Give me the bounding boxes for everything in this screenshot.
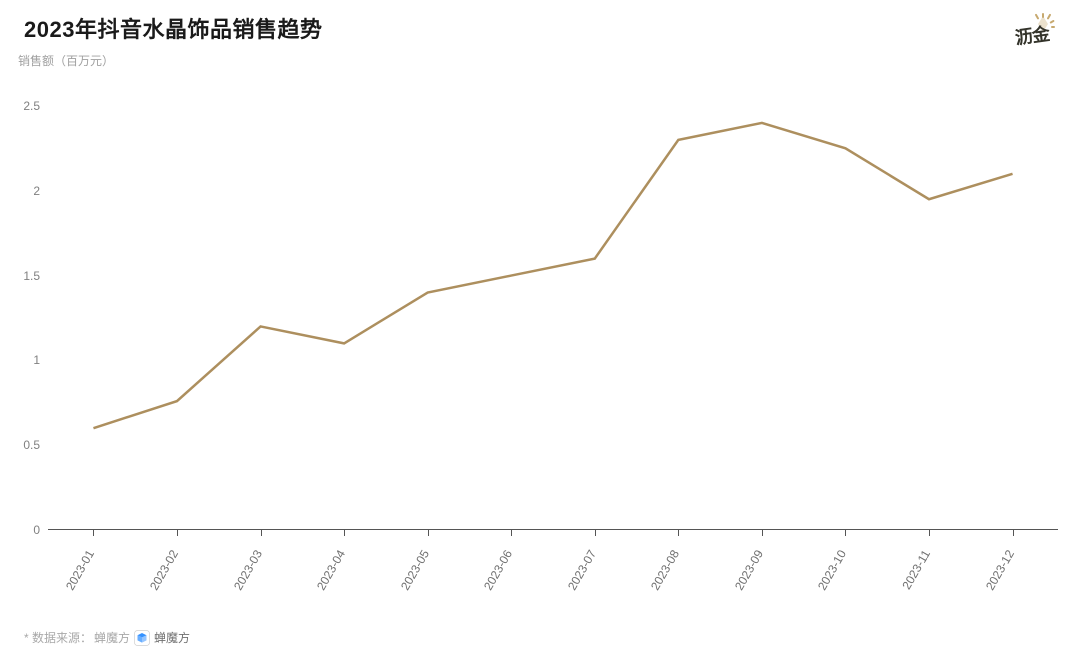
x-tick-label: 2023-02: [147, 548, 181, 593]
x-tick-mark: [177, 530, 178, 536]
x-tick-mark: [93, 530, 94, 536]
chart-title: 2023年抖音水晶饰品销售趋势: [24, 12, 322, 44]
x-axis-ticks: 2023-01 2023-02 2023-03 2023-04 2023-05 2023-…: [48, 536, 1058, 616]
x-tick-mark: [845, 530, 846, 536]
x-tick-mark: [428, 530, 429, 536]
y-tick-label: 1: [33, 353, 40, 367]
logo-text: 沥金: [1014, 25, 1050, 48]
y-axis-ticks: 00.511.522.5: [12, 72, 48, 530]
x-tick-mark: [929, 530, 930, 536]
y-tick-label: 0: [33, 523, 40, 537]
footer-source-plain: 蝉魔方: [94, 629, 130, 646]
x-tick-label: 2023-06: [481, 548, 515, 593]
x-tick-mark: [1013, 530, 1014, 536]
x-tick-label: 2023-11: [899, 548, 933, 592]
line-chart-svg: [48, 72, 1058, 530]
y-axis-label: 销售额（百万元）: [18, 52, 114, 69]
x-tick-label: 2023-03: [230, 548, 264, 593]
footer-prefix: * 数据来源：: [24, 629, 92, 646]
x-tick-label: 2023-01: [63, 548, 97, 593]
footer-brand: 蝉魔方: [154, 629, 190, 646]
y-tick-label: 2: [33, 184, 40, 198]
x-tick-label: 2023-04: [314, 548, 348, 593]
x-tick-mark: [678, 530, 679, 536]
data-source-footer: * 数据来源： 蝉魔方 蝉魔方: [24, 629, 190, 646]
x-tick-mark: [511, 530, 512, 536]
x-tick-label: 2023-07: [565, 548, 599, 593]
x-tick-label: 2023-12: [982, 548, 1016, 593]
chart-plot-area: 00.511.522.5: [48, 72, 1058, 530]
x-tick-mark: [762, 530, 763, 536]
x-tick-label: 2023-05: [398, 548, 432, 593]
y-tick-label: 0.5: [23, 438, 40, 452]
x-tick-label: 2023-09: [732, 548, 766, 593]
x-tick-mark: [595, 530, 596, 536]
y-tick-label: 1.5: [23, 269, 40, 283]
series-line: [93, 123, 1012, 428]
x-tick-label: 2023-08: [648, 548, 682, 593]
x-axis-baseline: [48, 529, 1058, 530]
x-tick-mark: [261, 530, 262, 536]
y-tick-label: 2.5: [23, 99, 40, 113]
x-tick-mark: [344, 530, 345, 536]
brand-logo: 沥金: [1008, 12, 1056, 60]
x-tick-label: 2023-10: [815, 548, 849, 593]
cube-icon: [134, 630, 150, 646]
